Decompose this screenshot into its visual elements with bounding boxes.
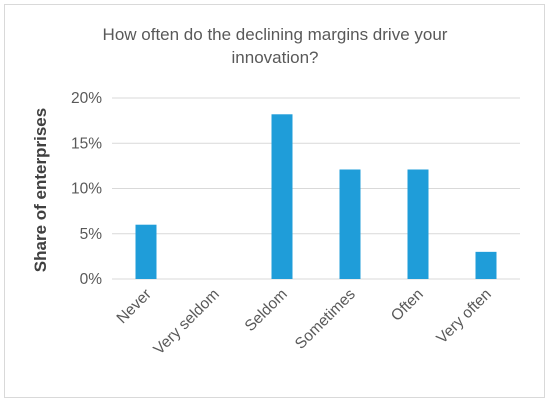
x-tick-label: Often bbox=[388, 286, 427, 325]
bar-often bbox=[407, 169, 429, 279]
bar-very-often bbox=[475, 251, 497, 279]
x-tick-label: Sometimes bbox=[292, 286, 359, 353]
x-tick-label: Very seldom bbox=[150, 286, 222, 358]
y-tick-label: 0% bbox=[80, 271, 103, 288]
x-tick-label: Never bbox=[114, 286, 155, 327]
y-tick-label: 10% bbox=[71, 181, 102, 198]
x-tick-label: Very often bbox=[433, 286, 494, 347]
y-tick-label: 5% bbox=[80, 226, 103, 243]
bar-never bbox=[135, 224, 157, 279]
chart-title-line-2: innovation? bbox=[232, 48, 319, 67]
y-tick-label: 20% bbox=[71, 90, 102, 107]
bar-seldom bbox=[271, 114, 293, 279]
chart-title-line-1: How often do the declining margins drive… bbox=[103, 25, 448, 44]
bar-sometimes bbox=[339, 169, 361, 279]
y-tick-label: 15% bbox=[71, 135, 102, 152]
x-tick-label: Seldom bbox=[242, 286, 291, 335]
y-axis-label: Share of enterprises bbox=[31, 108, 50, 272]
